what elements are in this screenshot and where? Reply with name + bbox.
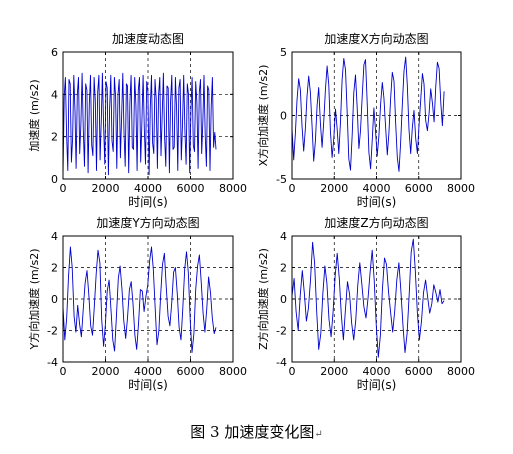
paragraph-mark-icon: ↵ — [314, 429, 323, 440]
series-line — [62, 72, 217, 177]
x-tick-label: 6000 — [405, 365, 433, 378]
y-tick-label: 5 — [280, 46, 287, 59]
x-tick-label: 6000 — [177, 182, 205, 195]
y-tick-label: 0 — [51, 173, 58, 186]
chart-title: 加速度Z方向动态图 — [324, 215, 428, 230]
x-tick-label: 2000 — [320, 182, 348, 195]
x-tick-label: 6000 — [405, 182, 433, 195]
y-tick-label: 0 — [51, 293, 58, 306]
y-tick-label: 2 — [51, 131, 58, 144]
x-tick-label: 8000 — [447, 365, 475, 378]
figure-caption-text: 图 3 加速度变化图 — [190, 423, 315, 441]
x-axis-label: 时间(s) — [128, 195, 168, 209]
x-tick-label: 4000 — [363, 182, 391, 195]
x-tick-label: 2000 — [320, 365, 348, 378]
x-tick-label: 4000 — [134, 182, 162, 195]
series-line — [291, 238, 445, 358]
x-tick-label: 8000 — [447, 182, 475, 195]
y-tick-label: -4 — [47, 356, 58, 369]
x-tick-label: 0 — [289, 182, 296, 195]
x-tick-label: 2000 — [92, 182, 120, 195]
y-tick-label: -4 — [276, 356, 287, 369]
y-tick-label: -2 — [276, 325, 287, 338]
x-axis-label: 时间(s) — [357, 378, 397, 392]
series-line — [291, 56, 445, 172]
y-axis-label: Y方向加速度 (m/s2) — [27, 249, 41, 351]
x-tick-label: 8000 — [219, 182, 247, 195]
y-tick-label: -2 — [47, 325, 58, 338]
x-tick-label: 0 — [289, 365, 296, 378]
x-axis-label: 时间(s) — [128, 378, 168, 392]
y-tick-label: 2 — [280, 262, 287, 275]
chart-title: 加速度动态图 — [112, 31, 184, 46]
x-tick-label: 6000 — [177, 365, 205, 378]
subplot-2: 0 2000 4000 6000 8000-505加速度X方向动态图时间(s)X方向加速… — [256, 31, 475, 209]
figure-caption: 图 3 加速度变化图↵ — [0, 421, 513, 442]
chart-title: 加速度Y方向动态图 — [96, 215, 199, 230]
x-axis-label: 时间(s) — [357, 195, 397, 209]
y-axis-label: Z方向加速度 (m/s2) — [256, 248, 270, 350]
y-tick-label: 4 — [51, 88, 58, 101]
y-tick-label: 2 — [51, 262, 58, 275]
y-tick-label: -5 — [276, 173, 287, 186]
x-tick-label: 0 — [60, 365, 67, 378]
x-tick-label: 0 — [60, 182, 67, 195]
x-tick-label: 8000 — [219, 365, 247, 378]
y-tick-label: 4 — [51, 230, 58, 243]
y-axis-label: 加速度 (m/s2) — [27, 79, 41, 151]
series-line — [62, 246, 217, 354]
y-tick-label: 0 — [280, 110, 287, 123]
x-tick-label: 4000 — [134, 365, 162, 378]
x-tick-label: 4000 — [363, 365, 391, 378]
y-tick-label: 0 — [280, 293, 287, 306]
y-tick-label: 6 — [51, 46, 58, 59]
y-axis-label: X方向加速度 (m/s2) — [256, 65, 270, 167]
y-tick-label: 4 — [280, 230, 287, 243]
x-tick-label: 2000 — [92, 365, 120, 378]
chart-title: 加速度X方向动态图 — [324, 31, 428, 46]
